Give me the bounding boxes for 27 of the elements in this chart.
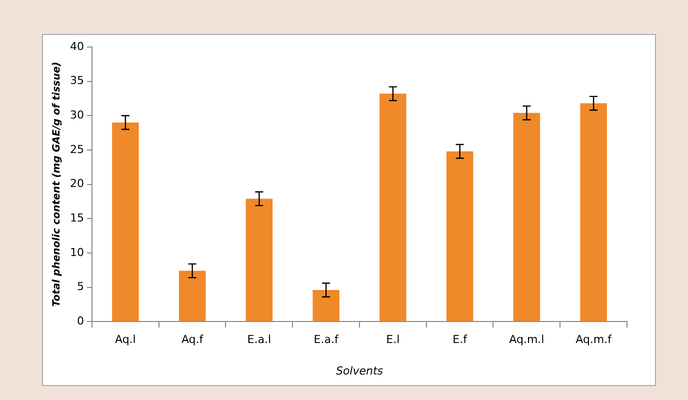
y-tick-label: 0 [76,314,84,328]
bar [580,103,607,322]
y-tick-label: 35 [70,74,84,88]
y-tick-label: 25 [70,142,84,156]
y-tick-label: 15 [70,211,84,224]
x-tick-label: Aq.m.f [576,333,613,346]
bar [178,270,206,322]
y-tick-label: 5 [76,280,84,294]
y-tick-label: 40 [70,40,84,53]
bar [246,198,273,322]
y-tick-label: 20 [70,177,84,190]
x-tick-label: E.a.f [314,333,340,346]
x-tick-label: E.l [386,333,400,346]
x-tick-label: E.a.l [247,333,272,346]
x-tick-label: E.f [452,333,468,346]
y-axis-title: Total phenolic content (mg GAE/g of tissue) [52,62,63,307]
bar [112,122,139,322]
bar [446,151,474,322]
x-tick-label: Aq.m.l [509,333,544,346]
bar [380,94,406,322]
x-tick-label: Aq.f [181,333,204,346]
bar [513,112,540,322]
x-axis-title: Solvents [336,364,384,378]
x-tick-label: Aq.l [114,333,136,346]
y-tick-label: 30 [70,108,84,122]
y-tick-label: 10 [70,246,84,259]
bar [312,290,340,322]
